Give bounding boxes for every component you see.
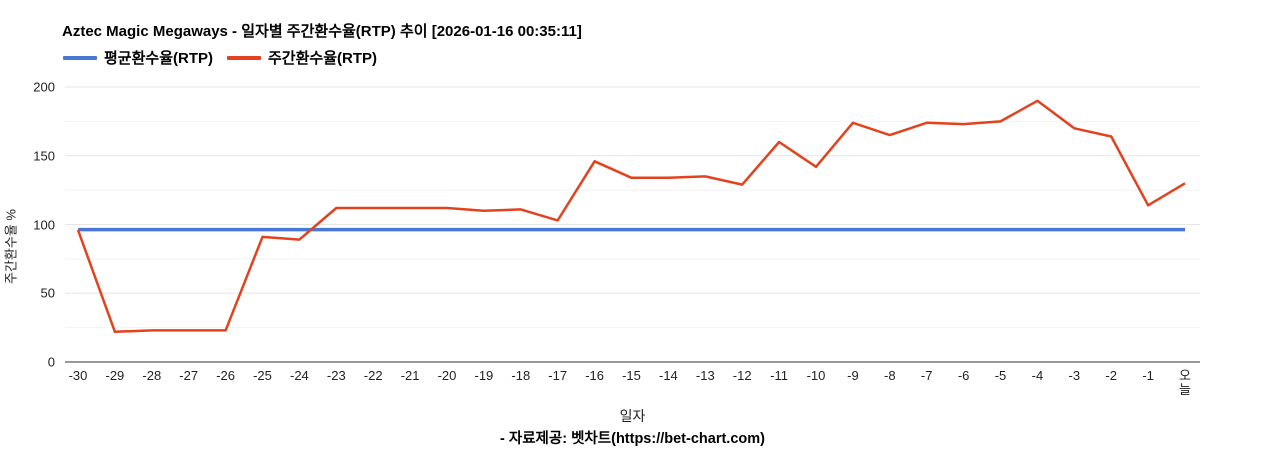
y-tick-label: 100 [33, 217, 55, 232]
x-tick-label: -13 [695, 368, 715, 383]
legend-item-average-rtp: 평균환수율(RTP) [63, 47, 213, 68]
x-tick-label: -29 [105, 368, 125, 383]
x-tick-label: -1 [1142, 368, 1154, 383]
y-tick-label: 50 [40, 285, 55, 301]
legend-label-weekly-rtp: 주간환수율(RTP) [268, 50, 377, 67]
x-tick-label: -14 [658, 368, 678, 383]
x-tick-label: -19 [474, 368, 494, 383]
weekly-rtp-line-swatch [227, 55, 261, 60]
x-tick-label: -21 [400, 368, 420, 383]
y-tick-label: 200 [33, 79, 55, 95]
y-tick-label: 0 [47, 354, 55, 370]
legend-label-average-rtp: 평균환수율(RTP) [104, 50, 213, 67]
x-tick-label: -17 [548, 368, 568, 383]
x-tick-label: -18 [511, 368, 531, 383]
x-tick-label: -16 [585, 368, 604, 383]
x-tick-label: -25 [253, 368, 272, 383]
x-tick-label: -4 [1031, 368, 1044, 383]
legend-item-weekly-rtp: 주간환수율(RTP) [227, 47, 377, 68]
x-tick-label: -2 [1105, 368, 1117, 383]
x-tick-label: -30 [68, 368, 88, 383]
x-tick-label: -5 [994, 368, 1007, 383]
x-tick-label: -10 [806, 368, 826, 383]
weekly-rtp-line [76, 99, 1186, 334]
y-tick-label: 150 [33, 148, 55, 164]
x-tick-label: 오 늘 [1179, 368, 1191, 397]
x-tick-label: -9 [847, 368, 859, 383]
x-axis-title: 일자 [619, 408, 646, 424]
footer-credit: - 자료제공: 벳차트(https://bet-chart.com) [500, 431, 765, 447]
average-rtp-line-swatch [63, 55, 97, 60]
x-tick-label: -12 [732, 368, 752, 383]
x-tick-label: -15 [622, 368, 641, 383]
x-tick-label: -8 [884, 368, 896, 383]
x-tick-label: -7 [920, 368, 933, 383]
chart-title: Aztec Magic Megaways - 일자별 주간환수율(RTP) 추이… [62, 23, 582, 40]
x-tick-label: -22 [363, 368, 383, 383]
x-tick-label: -27 [179, 368, 199, 383]
y-axis-title: 주간환수율 % [3, 209, 19, 284]
x-tick-label: -23 [326, 368, 346, 383]
x-tick-label: -20 [437, 368, 457, 383]
x-tick-label: -6 [957, 368, 970, 383]
x-tick-label: -26 [216, 368, 235, 383]
x-tick-label: -11 [770, 368, 789, 383]
legend: 평균환수율(RTP) 주간환수율(RTP) [63, 47, 377, 68]
x-tick-label: -3 [1068, 368, 1081, 383]
x-tick-label: -24 [289, 368, 309, 383]
x-tick-label: -28 [142, 368, 162, 383]
